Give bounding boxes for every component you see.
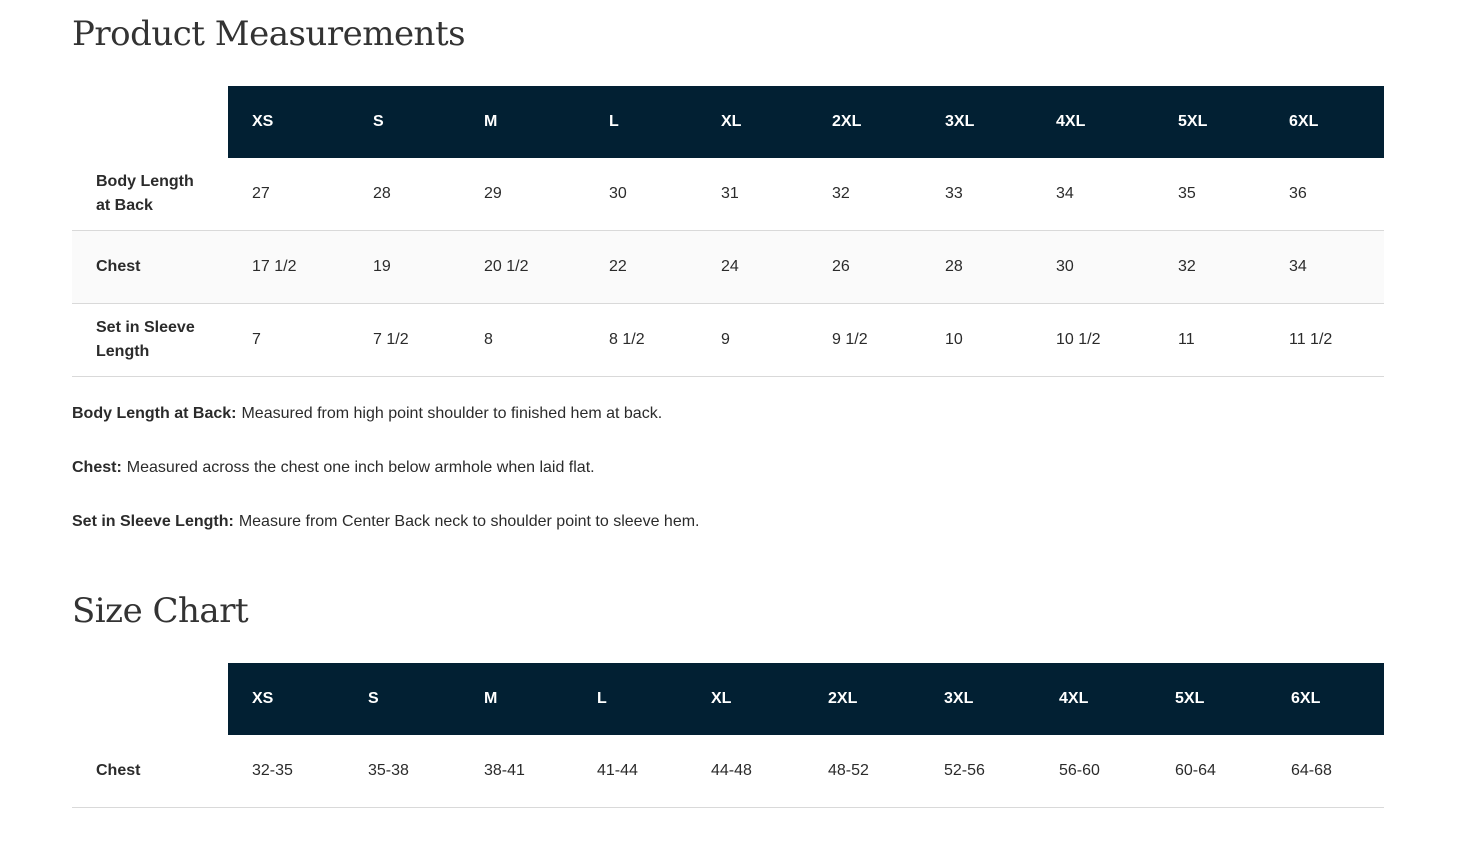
note-text: Measured across the chest one inch below… [126, 459, 595, 476]
cell: 24 [697, 230, 808, 304]
cell: 28 [921, 230, 1032, 304]
cell: 31 [697, 158, 808, 231]
size-header: L [585, 86, 697, 158]
row-label: Chest [72, 230, 228, 304]
notes: Body Length at Back: Measured from high p… [72, 402, 699, 564]
size-header: 6XL [1265, 86, 1384, 158]
header-row: XS S M L XL 2XL 3XL 4XL 5XL 6XL [72, 86, 1384, 158]
cell: 48-52 [804, 735, 920, 808]
section-title: Size Chart [72, 591, 249, 631]
cell: 8 1/2 [585, 303, 697, 377]
cell: 9 1/2 [808, 303, 921, 377]
size-header: 3XL [921, 86, 1032, 158]
cell: 35 [1154, 158, 1265, 231]
note-text: Measured from high point shoulder to fin… [241, 405, 663, 422]
cell: 28 [349, 158, 460, 231]
measurements-table: XS S M L XL 2XL 3XL 4XL 5XL 6XL Body Length at Bac… [72, 86, 1384, 377]
row-label: Body Length at Back [72, 158, 228, 231]
cell: 7 1/2 [349, 303, 460, 377]
table-head: XS S M L XL 2XL 3XL 4XL 5XL 6XL [72, 86, 1384, 158]
cell: 32 [1154, 230, 1265, 304]
cell: 8 [460, 303, 585, 377]
size-header: XS [228, 663, 344, 735]
cell: 22 [585, 230, 697, 304]
cell: 38-41 [460, 735, 573, 808]
size-header: 5XL [1151, 663, 1267, 735]
cell: 33 [921, 158, 1032, 231]
header-blank [72, 663, 228, 735]
cell: 60-64 [1151, 735, 1267, 808]
size-header: 2XL [804, 663, 920, 735]
note: Set in Sleeve Length: Measure from Center… [72, 510, 699, 534]
size-header: L [573, 663, 687, 735]
size-header: XL [697, 86, 808, 158]
note-label: Set in Sleeve Length: [72, 513, 234, 530]
cell: 11 1/2 [1265, 303, 1384, 377]
cell: 34 [1032, 158, 1154, 231]
cell: 30 [1032, 230, 1154, 304]
cell: 27 [228, 158, 349, 231]
note: Body Length at Back: Measured from high p… [72, 402, 699, 426]
cell: 35-38 [344, 735, 460, 808]
cell: 11 [1154, 303, 1265, 377]
size-header: 6XL [1267, 663, 1384, 735]
table-row: Chest 32-35 35-38 38-41 41-44 44-48 48-52 52-56… [72, 735, 1384, 808]
size-header: 3XL [920, 663, 1035, 735]
table-row: Set in Sleeve Length 7 7 1/2 8 8 1/2 9 9 1/2 10… [72, 303, 1384, 377]
header-row: XS S M L XL 2XL 3XL 4XL 5XL 6XL [72, 663, 1384, 735]
cell: 19 [349, 230, 460, 304]
cell: 9 [697, 303, 808, 377]
row-label: Set in Sleeve Length [72, 303, 228, 377]
cell: 52-56 [920, 735, 1035, 808]
size-header: XS [228, 86, 349, 158]
table-body: Body Length at Back 27 28 29 30 31 32 33 34 35 36 C… [72, 158, 1384, 377]
size-header: 5XL [1154, 86, 1265, 158]
cell: 29 [460, 158, 585, 231]
cell: 17 1/2 [228, 230, 349, 304]
cell: 20 1/2 [460, 230, 585, 304]
cell: 64-68 [1267, 735, 1384, 808]
table-body: Chest 32-35 35-38 38-41 41-44 44-48 48-52 52-56… [72, 735, 1384, 808]
cell: 56-60 [1035, 735, 1151, 808]
cell: 7 [228, 303, 349, 377]
cell: 30 [585, 158, 697, 231]
cell: 10 [921, 303, 1032, 377]
header-blank [72, 86, 228, 158]
cell: 34 [1265, 230, 1384, 304]
size-header: S [349, 86, 460, 158]
size-header: XL [687, 663, 804, 735]
note: Chest: Measured across the chest one inch… [72, 456, 699, 480]
row-label: Chest [72, 735, 228, 808]
size-header: 4XL [1032, 86, 1154, 158]
note-label: Body Length at Back: [72, 405, 237, 422]
cell: 32-35 [228, 735, 344, 808]
cell: 44-48 [687, 735, 804, 808]
cell: 10 1/2 [1032, 303, 1154, 377]
size-header: 4XL [1035, 663, 1151, 735]
size-header: M [460, 86, 585, 158]
size-chart-table: XS S M L XL 2XL 3XL 4XL 5XL 6XL Chest 32-35 35-38 38-… [72, 663, 1384, 808]
cell: 36 [1265, 158, 1384, 231]
note-text: Measure from Center Back neck to shoulde… [238, 513, 700, 530]
table-row: Chest 17 1/2 19 20 1/2 22 24 26 28 30 32 34 [72, 230, 1384, 304]
note-label: Chest: [72, 459, 122, 476]
section-title: Product Measurements [72, 14, 466, 54]
cell: 41-44 [573, 735, 687, 808]
cell: 32 [808, 158, 921, 231]
table-row: Body Length at Back 27 28 29 30 31 32 33 34 35 36 [72, 158, 1384, 231]
size-header: 2XL [808, 86, 921, 158]
table-head: XS S M L XL 2XL 3XL 4XL 5XL 6XL [72, 663, 1384, 735]
cell: 26 [808, 230, 921, 304]
size-header: M [460, 663, 573, 735]
size-header: S [344, 663, 460, 735]
